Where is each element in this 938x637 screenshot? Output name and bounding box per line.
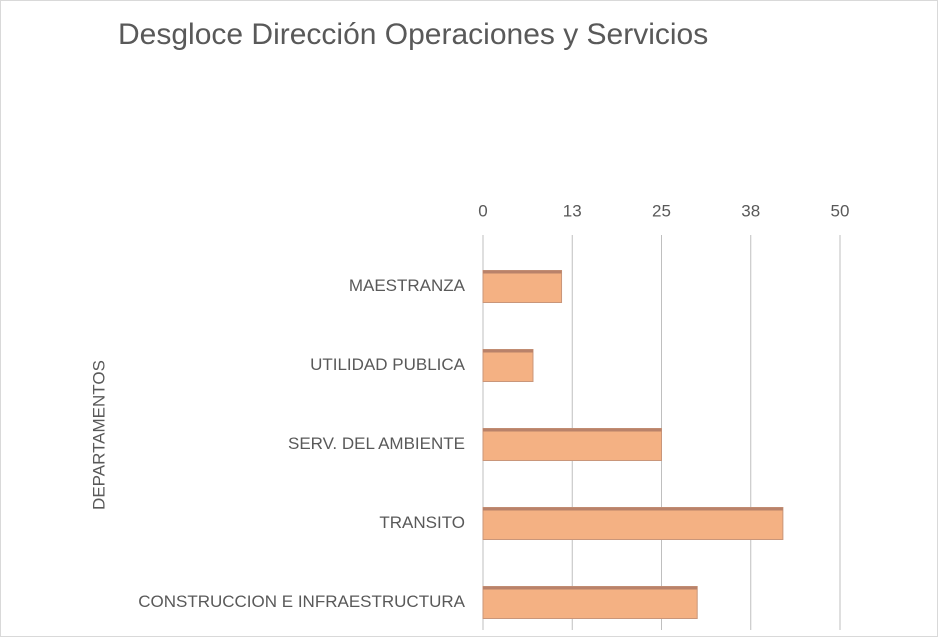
y-tick-label: CONSTRUCCION E INFRAESTRUCTURA <box>138 592 465 611</box>
y-tick-label: MAESTRANZA <box>349 276 466 295</box>
bar <box>482 428 662 461</box>
y-tick-label: UTILIDAD PUBLICA <box>310 355 466 374</box>
x-tick-label: 13 <box>563 201 582 220</box>
x-tick-label: 25 <box>652 201 671 220</box>
bar-edge <box>483 507 783 511</box>
bar <box>482 349 534 382</box>
bar-edge <box>483 428 662 432</box>
bar <box>482 586 698 619</box>
bar-edge <box>483 270 562 274</box>
bar <box>482 507 784 540</box>
chart-title: Desgloce Dirección Operaciones y Servici… <box>118 18 708 51</box>
y-tick-label: SERV. DEL AMBIENTE <box>288 434 465 453</box>
bar-edge <box>483 586 698 590</box>
bar-edge <box>483 349 533 353</box>
x-tick-label: 50 <box>831 201 850 220</box>
y-tick-label: TRANSITO <box>379 513 465 532</box>
x-tick-label: 0 <box>478 201 487 220</box>
x-tick-label: 38 <box>741 201 760 220</box>
y-axis-title: DEPARTAMENTOS <box>89 360 108 510</box>
bar <box>482 270 563 303</box>
